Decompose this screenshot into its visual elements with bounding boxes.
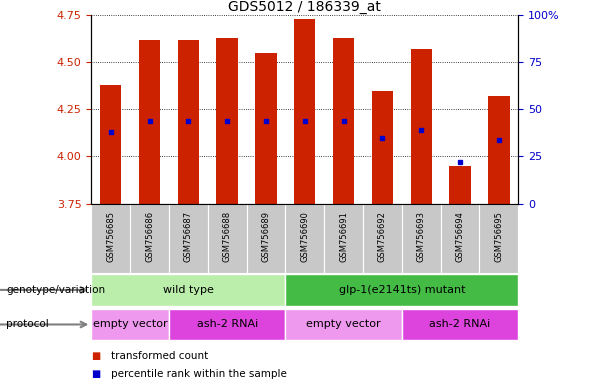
- Text: GSM756687: GSM756687: [184, 211, 193, 262]
- Text: glp-1(e2141ts) mutant: glp-1(e2141ts) mutant: [339, 285, 465, 295]
- Text: percentile rank within the sample: percentile rank within the sample: [111, 369, 287, 379]
- Bar: [286, 274, 518, 306]
- Text: GSM756690: GSM756690: [300, 211, 309, 262]
- Text: GSM756694: GSM756694: [455, 211, 465, 262]
- Title: GDS5012 / 186339_at: GDS5012 / 186339_at: [229, 0, 381, 14]
- Bar: [91, 204, 130, 273]
- Bar: [294, 19, 316, 204]
- Bar: [286, 309, 402, 340]
- Bar: [139, 40, 160, 204]
- Text: GSM756692: GSM756692: [378, 211, 387, 262]
- Text: empty vector: empty vector: [306, 319, 381, 329]
- Bar: [402, 204, 441, 273]
- Bar: [208, 204, 247, 273]
- Bar: [441, 204, 479, 273]
- Bar: [91, 309, 169, 340]
- Text: genotype/variation: genotype/variation: [6, 285, 105, 295]
- Text: wild type: wild type: [163, 285, 214, 295]
- Text: empty vector: empty vector: [93, 319, 167, 329]
- Bar: [363, 204, 402, 273]
- Bar: [411, 49, 432, 204]
- Text: GSM756688: GSM756688: [223, 211, 231, 262]
- Text: GSM756695: GSM756695: [494, 211, 504, 262]
- Bar: [91, 274, 286, 306]
- Bar: [169, 204, 208, 273]
- Bar: [217, 38, 238, 204]
- Text: ■: ■: [91, 369, 101, 379]
- Text: GSM756689: GSM756689: [262, 211, 270, 262]
- Bar: [488, 96, 509, 204]
- Bar: [286, 204, 324, 273]
- Bar: [130, 204, 169, 273]
- Text: ash-2 RNAi: ash-2 RNAi: [197, 319, 258, 329]
- Text: GSM756693: GSM756693: [417, 211, 426, 262]
- Text: GSM756686: GSM756686: [145, 211, 154, 262]
- Text: protocol: protocol: [6, 319, 49, 329]
- Bar: [247, 204, 286, 273]
- Bar: [100, 85, 121, 204]
- Bar: [479, 204, 518, 273]
- Text: ash-2 RNAi: ash-2 RNAi: [429, 319, 491, 329]
- Bar: [449, 166, 471, 204]
- Bar: [372, 91, 393, 204]
- Bar: [255, 53, 277, 204]
- Bar: [178, 40, 199, 204]
- Bar: [402, 309, 518, 340]
- Bar: [169, 309, 286, 340]
- Text: ■: ■: [91, 351, 101, 361]
- Text: GSM756691: GSM756691: [339, 211, 348, 262]
- Bar: [333, 38, 355, 204]
- Text: GSM756685: GSM756685: [106, 211, 115, 262]
- Bar: [324, 204, 363, 273]
- Text: transformed count: transformed count: [111, 351, 208, 361]
